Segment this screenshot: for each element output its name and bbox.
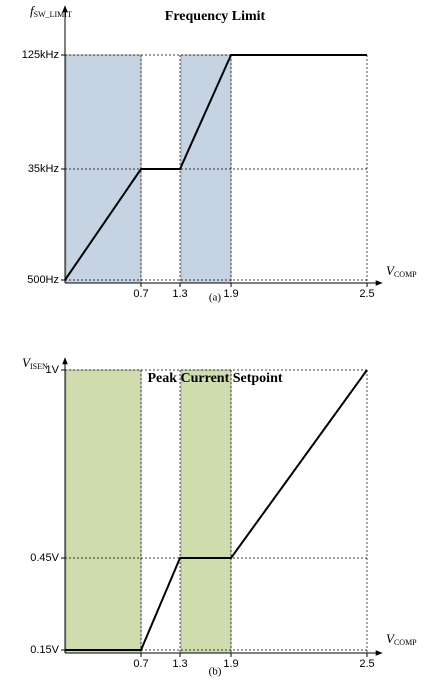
x-tick-label: 1.9	[223, 658, 238, 670]
y-tick-label: 0.15V	[30, 644, 59, 656]
x-tick-label: 2.5	[359, 288, 374, 300]
y-axis-label-main: V	[22, 355, 32, 370]
caption: (b)	[209, 666, 222, 678]
x-tick-label: 0.7	[133, 288, 148, 300]
shaded-band	[180, 369, 232, 654]
x-tick-label: 0.7	[133, 658, 148, 670]
x-axis-label-main: V	[386, 263, 396, 278]
x-axis-label-sub: COMP	[394, 270, 417, 279]
y-axis-label-main: f	[30, 3, 36, 18]
chart-title: Frequency Limit	[165, 9, 266, 24]
data-line	[65, 369, 368, 651]
data-line	[64, 54, 367, 281]
x-axis-label-sub: COMP	[394, 638, 417, 647]
x-tick-label: 2.5	[359, 658, 374, 670]
x-axis-label: VCOMP	[386, 631, 417, 647]
y-tick-label: 1V	[46, 364, 60, 376]
y-axis-label: VISEN	[22, 355, 48, 371]
y-tick-label: 125kHz	[22, 49, 59, 61]
caption: (a)	[209, 292, 222, 304]
x-axis-label: VCOMP	[386, 263, 417, 279]
x-tick-label: 1.9	[223, 288, 238, 300]
y-tick-label: 500Hz	[27, 274, 59, 286]
x-axis-label-main: V	[386, 631, 396, 646]
y-tick-label: 35kHz	[28, 163, 59, 175]
x-tick-label: 1.3	[172, 288, 187, 300]
y-axis-label: fSW_LIMIT	[30, 3, 72, 19]
y-axis-label-sub: ISEN	[30, 362, 48, 371]
y-tick-label: 0.45V	[30, 552, 59, 564]
chart-title: Peak Current Setpoint	[147, 371, 282, 386]
x-tick-label: 1.3	[172, 658, 187, 670]
shaded-band	[65, 369, 142, 654]
y-axis-label-sub: SW_LIMIT	[34, 10, 72, 19]
